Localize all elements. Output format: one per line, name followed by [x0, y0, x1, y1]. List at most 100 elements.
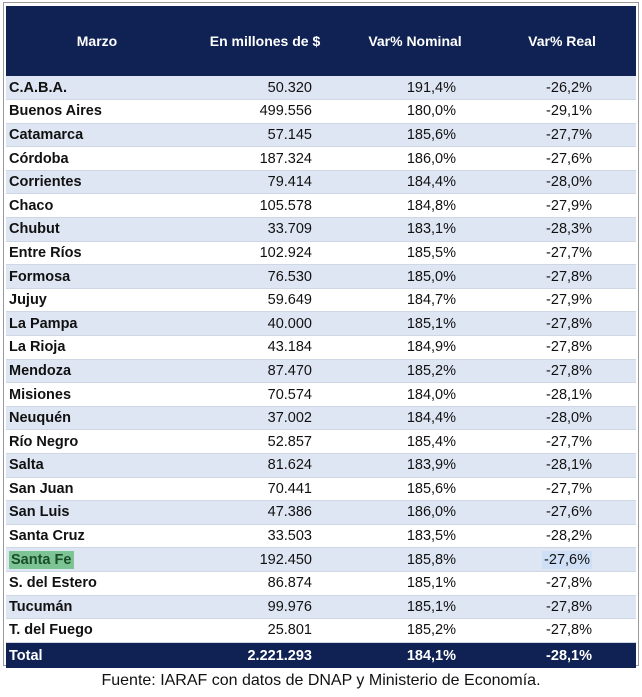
- real-cell: -28,3%: [488, 217, 636, 242]
- province-name: Entre Ríos: [6, 241, 188, 266]
- province-name: Misiones: [6, 382, 188, 407]
- table-row: Chubut 33.709 183,1% -28,3%: [6, 217, 636, 242]
- real-cell: -29,1%: [488, 99, 636, 124]
- province-name: S. del Estero: [6, 571, 188, 596]
- table-row: Formosa 76.530 185,0% -27,8%: [6, 264, 636, 289]
- table-row: Mendoza 87.470 185,2% -27,8%: [6, 359, 636, 384]
- nominal-cell: 185,1%: [342, 311, 488, 337]
- nominal-cell: 185,1%: [342, 571, 488, 596]
- nominal-cell: 184,0%: [342, 382, 488, 407]
- real-cell: -27,8%: [488, 359, 636, 384]
- province-name: Río Negro: [6, 429, 188, 454]
- province-name: C.A.B.A.: [6, 76, 188, 101]
- table-row: La Pampa 40.000 185,1% -27,8%: [6, 311, 636, 337]
- nominal-cell: 185,6%: [342, 477, 488, 502]
- table-row: San Luis 47.386 186,0% -27,6%: [6, 500, 636, 525]
- amount-cell: 76.530: [188, 264, 342, 289]
- total-row: Total 2.221.293 184,1% -28,1%: [6, 642, 636, 669]
- nominal-cell: 183,1%: [342, 217, 488, 242]
- nominal-cell: 184,9%: [342, 335, 488, 360]
- table-row: San Juan 70.441 185,6% -27,7%: [6, 477, 636, 502]
- table-row: Catamarca 57.145 185,6% -27,7%: [6, 123, 636, 148]
- real-cell: -27,8%: [488, 335, 636, 360]
- amount-cell: 33.709: [188, 217, 342, 242]
- province-name: Tucumán: [6, 595, 188, 620]
- header-month: Marzo: [76, 33, 118, 49]
- real-cell: -27,6%: [488, 500, 636, 525]
- table-row: Tucumán 99.976 185,1% -27,8%: [6, 595, 636, 620]
- nominal-cell: 185,6%: [342, 123, 488, 148]
- real-cell: -27,7%: [488, 241, 636, 266]
- table-row: Neuquén 37.002 184,4% -28,0%: [6, 406, 636, 431]
- nominal-cell: 186,0%: [342, 146, 488, 171]
- total-label: Total: [6, 642, 188, 669]
- nominal-cell: 185,2%: [342, 618, 488, 643]
- amount-cell: 86.874: [188, 571, 342, 596]
- real-cell: -27,7%: [488, 123, 636, 148]
- real-cell: -28,2%: [488, 524, 636, 549]
- amount-cell: 59.649: [188, 288, 342, 313]
- province-name: Córdoba: [6, 146, 188, 171]
- amount-cell: 47.386: [188, 500, 342, 525]
- amount-cell: 33.503: [188, 524, 342, 549]
- province-name: Santa Cruz: [6, 524, 188, 549]
- province-name: Corrientes: [6, 170, 188, 195]
- amount-cell: 37.002: [188, 406, 342, 431]
- province-name: San Luis: [6, 500, 188, 525]
- province-name: Chaco: [6, 193, 188, 219]
- table-row: Misiones 70.574 184,0% -28,1%: [6, 382, 636, 407]
- real-cell: -27,8%: [488, 618, 636, 643]
- province-name: Chubut: [6, 217, 188, 242]
- table-row: C.A.B.A. 50.320 191,4% -26,2%: [6, 76, 636, 101]
- amount-cell: 87.470: [188, 359, 342, 384]
- real-cell: -27,7%: [488, 429, 636, 454]
- amount-cell: 43.184: [188, 335, 342, 360]
- real-cell: -27,8%: [488, 571, 636, 596]
- table-row: Entre Ríos 102.924 185,5% -27,7%: [6, 241, 636, 266]
- amount-cell: 52.857: [188, 429, 342, 454]
- amount-cell: 99.976: [188, 595, 342, 620]
- nominal-cell: 180,0%: [342, 99, 488, 124]
- nominal-cell: 191,4%: [342, 76, 488, 101]
- province-name: T. del Fuego: [6, 618, 188, 643]
- header-amount: En millones de $: [209, 33, 321, 49]
- header-nominal: Var% Nominal: [368, 33, 462, 49]
- provinces-table: Marzo En millones de $ Var% Nominal Var%…: [6, 6, 636, 669]
- province-name: Jujuy: [6, 288, 188, 313]
- nominal-cell: 185,5%: [342, 241, 488, 266]
- total-nominal: 184,1%: [342, 642, 488, 669]
- amount-cell: 25.801: [188, 618, 342, 643]
- table-row: Corrientes 79.414 184,4% -28,0%: [6, 170, 636, 195]
- amount-cell: 499.556: [188, 99, 342, 124]
- province-name: Catamarca: [6, 123, 188, 148]
- province-name: San Juan: [6, 477, 188, 502]
- table-row: Chaco 105.578 184,8% -27,9%: [6, 193, 636, 219]
- total-value: 2.221.293: [188, 642, 342, 669]
- amount-cell: 81.624: [188, 453, 342, 478]
- table-row: T. del Fuego 25.801 185,2% -27,8%: [6, 618, 636, 643]
- province-name: Buenos Aires: [6, 99, 188, 124]
- real-cell: -28,1%: [488, 453, 636, 478]
- real-cell: -27,8%: [488, 264, 636, 289]
- nominal-cell: 185,1%: [342, 595, 488, 620]
- real-cell: -28,0%: [488, 170, 636, 195]
- table-row: Buenos Aires 499.556 180,0% -29,1%: [6, 99, 636, 124]
- real-cell: -27,6%: [488, 547, 636, 572]
- table-row: Salta 81.624 183,9% -28,1%: [6, 453, 636, 478]
- nominal-cell: 184,4%: [342, 170, 488, 195]
- real-cell: -28,0%: [488, 406, 636, 431]
- real-cell: -27,7%: [488, 477, 636, 502]
- real-cell: -27,6%: [488, 146, 636, 171]
- header-real: Var% Real: [528, 33, 596, 49]
- table-row: Santa Fe 192.450 185,8% -27,6%: [6, 547, 636, 572]
- table-row: Córdoba 187.324 186,0% -27,6%: [6, 146, 636, 171]
- amount-cell: 40.000: [188, 311, 342, 337]
- real-cell: -27,8%: [488, 595, 636, 620]
- amount-cell: 50.320: [188, 76, 342, 101]
- real-cell: -27,8%: [488, 311, 636, 337]
- real-cell: -27,9%: [488, 193, 636, 219]
- amount-cell: 70.441: [188, 477, 342, 502]
- province-name: Mendoza: [6, 359, 188, 384]
- nominal-cell: 186,0%: [342, 500, 488, 525]
- amount-cell: 192.450: [188, 547, 342, 572]
